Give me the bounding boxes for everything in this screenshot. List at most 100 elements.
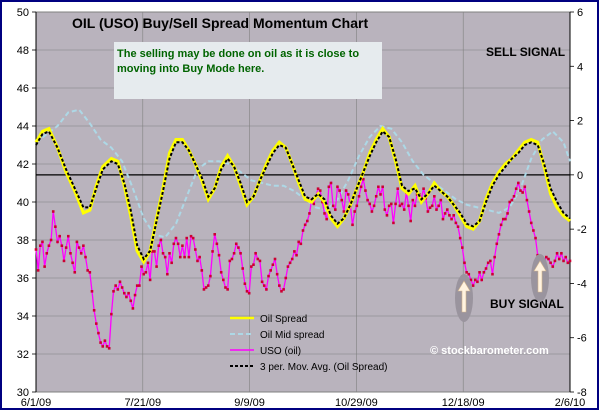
uso-marker <box>344 189 348 192</box>
left-tick-label: 46 <box>17 83 29 95</box>
uso-marker <box>194 248 197 251</box>
uso-marker <box>71 261 74 265</box>
uso-marker <box>64 246 68 249</box>
left-tick-label: 32 <box>17 349 29 361</box>
uso-marker <box>299 242 303 246</box>
uso-marker <box>381 185 384 189</box>
uso-marker <box>41 240 44 244</box>
uso-marker <box>499 223 503 227</box>
uso-marker <box>342 210 346 213</box>
uso-marker <box>49 238 53 242</box>
uso-marker <box>398 204 402 208</box>
uso-marker <box>551 265 555 268</box>
uso-marker <box>501 217 505 221</box>
uso-marker <box>346 193 350 196</box>
x-tick-label: 9/9/09 <box>234 397 265 408</box>
legend-label: Oil Mid spread <box>260 330 324 341</box>
uso-marker <box>77 246 81 249</box>
uso-marker <box>56 240 59 244</box>
uso-marker <box>209 274 212 278</box>
uso-marker <box>196 259 199 263</box>
uso-marker <box>148 278 152 282</box>
uso-marker <box>232 252 236 255</box>
uso-marker <box>409 219 412 223</box>
uso-marker <box>549 261 552 265</box>
uso-marker <box>480 278 484 282</box>
uso-marker <box>247 291 251 295</box>
uso-marker <box>484 267 488 270</box>
uso-marker <box>290 257 294 261</box>
uso-marker <box>517 181 520 185</box>
uso-marker <box>230 257 234 261</box>
uso-marker <box>338 189 341 192</box>
uso-marker <box>172 242 176 246</box>
uso-marker <box>75 240 79 244</box>
uso-marker <box>239 252 242 255</box>
uso-marker <box>278 284 281 287</box>
uso-marker <box>217 253 221 257</box>
uso-marker <box>127 291 130 295</box>
uso-marker <box>389 202 393 206</box>
uso-marker <box>107 347 111 350</box>
annotation-box <box>114 42 382 99</box>
uso-marker <box>387 204 391 208</box>
uso-marker <box>282 288 285 291</box>
uso-marker <box>461 246 464 249</box>
uso-marker <box>329 181 333 185</box>
series-moving-average <box>35 129 571 261</box>
uso-marker <box>306 219 309 223</box>
uso-marker <box>122 291 126 295</box>
uso-marker <box>340 198 344 202</box>
uso-marker <box>527 210 531 213</box>
left-tick-label: 34 <box>17 311 29 323</box>
uso-marker <box>456 225 460 228</box>
uso-marker <box>99 341 102 344</box>
uso-marker <box>82 244 85 247</box>
uso-marker <box>547 257 550 261</box>
uso-marker <box>439 198 443 202</box>
chart-title: OIL (USO) Buy/Sell Spread Momentum Chart <box>72 15 368 31</box>
uso-marker <box>241 267 245 270</box>
uso-marker <box>161 252 165 255</box>
uso-marker <box>288 261 292 265</box>
uso-marker <box>473 278 477 282</box>
uso-marker <box>110 312 113 316</box>
uso-marker <box>166 272 169 276</box>
uso-marker <box>163 255 167 259</box>
uso-marker <box>331 204 335 208</box>
uso-marker <box>54 225 57 228</box>
uso-marker <box>413 204 417 208</box>
uso-marker <box>62 259 66 263</box>
uso-marker <box>204 286 208 289</box>
uso-marker <box>357 195 361 198</box>
uso-marker <box>463 261 466 265</box>
uso-marker <box>366 198 369 202</box>
uso-marker <box>191 236 195 240</box>
uso-marker <box>454 221 458 225</box>
uso-marker <box>176 242 180 246</box>
uso-marker <box>525 198 529 202</box>
x-tick-label: 10/29/09 <box>335 397 378 408</box>
uso-marker <box>86 269 89 272</box>
uso-marker <box>557 257 561 261</box>
uso-marker <box>506 212 509 215</box>
annotation-text-line-2: moving into Buy Mode here. <box>117 63 264 75</box>
legend: Oil Spread Oil Mid spread USO (oil) 3 per. … <box>230 314 387 373</box>
uso-marker <box>469 278 473 282</box>
uso-marker <box>532 229 535 232</box>
uso-marker <box>135 284 139 287</box>
uso-marker <box>66 234 70 238</box>
uso-marker <box>394 202 397 206</box>
uso-marker <box>213 233 217 236</box>
uso-marker <box>370 210 374 213</box>
uso-marker <box>445 208 449 211</box>
uso-marker <box>504 217 507 221</box>
right-tick-label: -6 <box>577 333 587 345</box>
uso-marker <box>219 271 223 274</box>
uso-marker <box>316 187 320 190</box>
uso-marker <box>301 229 305 232</box>
uso-marker <box>280 290 283 293</box>
x-tick-label: 12/18/09 <box>442 397 485 408</box>
uso-marker <box>228 259 232 263</box>
uso-marker <box>133 293 137 297</box>
